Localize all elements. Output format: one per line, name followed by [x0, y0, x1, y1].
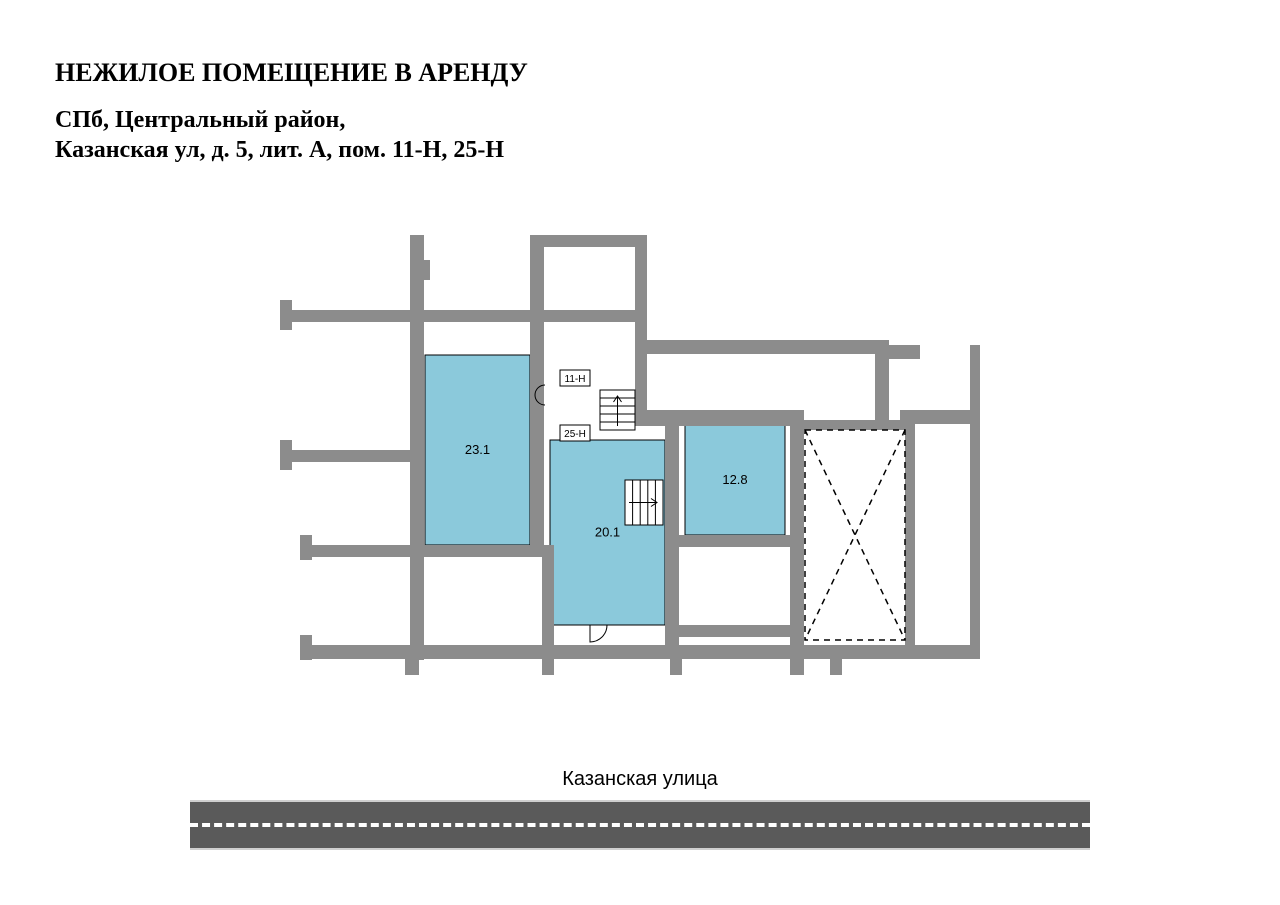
wall-segment — [635, 235, 647, 425]
wall-segment — [970, 345, 980, 650]
wall-segment — [635, 340, 880, 354]
address-line-2: Казанская ул, д. 5, лит. А, пом. 11-Н, 2… — [55, 137, 504, 163]
room-area-label-r23_1: 23.1 — [465, 442, 490, 457]
wall-segment — [420, 260, 430, 280]
wall-segment — [280, 440, 292, 470]
wall-segment — [830, 655, 842, 675]
wall-segment — [670, 655, 682, 675]
address-line-1: СПб, Центральный район, — [55, 107, 345, 133]
street-name: Казанская улица — [0, 768, 1280, 791]
wall-segment — [665, 425, 679, 650]
wall-segment — [542, 545, 554, 660]
wall-segment — [300, 535, 312, 560]
unit-tag-label: 25-Н — [564, 429, 586, 440]
wall-segment — [405, 655, 419, 675]
floor-plan: 11-Н 25-Н 23.1 20.1 12.8 — [280, 230, 980, 700]
unit-tag-label: 11-Н — [565, 374, 586, 385]
wall-segment — [280, 300, 292, 330]
wall-segment — [530, 235, 544, 555]
page-title: НЕЖИЛОЕ ПОМЕЩЕНИЕ В АРЕНДУ — [55, 58, 528, 88]
room-area-label-r12_8: 12.8 — [722, 472, 747, 487]
wall-segment — [410, 320, 424, 660]
wall-segment — [905, 420, 915, 650]
wall-segment — [665, 535, 795, 547]
wall-segment — [875, 340, 889, 425]
wall-segment — [300, 545, 550, 557]
wall-segment — [670, 625, 800, 637]
wall-segment — [790, 655, 804, 675]
wall-segment — [300, 635, 312, 660]
road-center-line — [190, 823, 1090, 827]
wall-segment — [280, 310, 640, 322]
wall-segment — [635, 290, 645, 310]
wall-segment — [542, 655, 554, 675]
wall-segment — [790, 410, 804, 660]
wall-segment — [280, 450, 420, 462]
door-swing — [590, 625, 607, 642]
wall-segment — [530, 235, 645, 247]
address: СПб, Центральный район, Казанская ул, д.… — [55, 105, 504, 165]
road-graphic — [190, 800, 1090, 850]
room-area-label-r20_1: 20.1 — [595, 525, 620, 540]
wall-segment — [300, 645, 980, 659]
wall-segment — [635, 410, 800, 426]
